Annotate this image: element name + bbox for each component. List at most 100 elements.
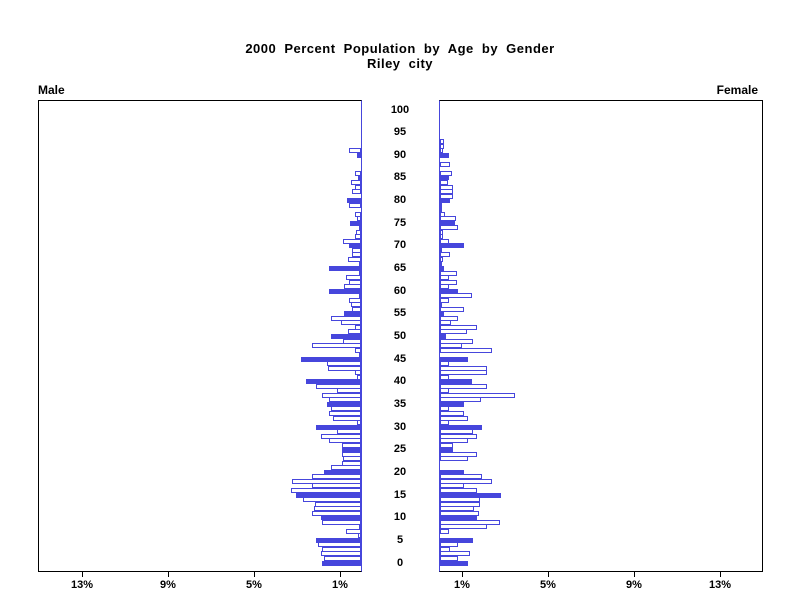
- bar-female-age-83: [440, 184, 453, 190]
- bar-male-age-32: [333, 415, 361, 421]
- bar-female-age-65: [440, 266, 444, 272]
- bar-female-age-45: [440, 356, 468, 362]
- bar-male-age-11: [312, 510, 361, 516]
- bar-male-age-65: [329, 266, 361, 272]
- bar-male-age-35: [327, 401, 361, 407]
- age-tick-label-85: 85: [393, 171, 407, 184]
- bar-female-age-80: [440, 198, 450, 204]
- bar-female-age-70: [440, 243, 464, 249]
- x-axis-tick: [634, 572, 635, 577]
- bar-male-age-77: [355, 211, 361, 217]
- bar-male-age-79: [349, 202, 361, 208]
- x-axis-tick-label-5%: 5%: [540, 579, 556, 591]
- bar-female-age-44: [440, 361, 449, 367]
- x-axis-tick-label-5%: 5%: [246, 579, 262, 591]
- bar-female-age-86: [440, 170, 452, 176]
- bar-female-age-8: [440, 524, 487, 530]
- bar-female-age-4: [440, 542, 458, 548]
- bar-male-age-24: [342, 451, 361, 457]
- age-tick-label-25: 25: [393, 443, 407, 456]
- bar-female-age-55: [440, 311, 444, 317]
- age-tick-label-95: 95: [393, 126, 407, 139]
- bar-female-age-10: [440, 515, 477, 521]
- bar-female-age-25: [440, 447, 453, 453]
- bar-male-age-19: [312, 474, 361, 480]
- female-panel-frame: [439, 100, 763, 572]
- bar-male-age-91: [349, 148, 361, 154]
- bar-female-age-63: [440, 275, 449, 281]
- bar-female-age-72: [440, 234, 443, 240]
- bar-female-age-62: [440, 279, 457, 285]
- bar-female-age-2: [440, 551, 470, 557]
- bar-female-age-19: [440, 474, 482, 480]
- age-tick-label-60: 60: [393, 284, 407, 297]
- bar-female-age-11: [440, 510, 479, 516]
- age-tick-label-80: 80: [393, 194, 407, 207]
- male-panel-label: Male: [38, 83, 65, 97]
- bar-male-age-70: [349, 243, 361, 249]
- bar-female-age-51: [440, 329, 467, 335]
- bar-male-age-53: [341, 320, 361, 326]
- age-tick-label-100: 100: [390, 103, 410, 116]
- bar-male-age-45: [301, 356, 361, 362]
- age-tick-label-40: 40: [393, 375, 407, 388]
- bar-male-age-68: [352, 252, 361, 258]
- bar-female-age-30: [440, 424, 482, 430]
- bar-male-age-60: [329, 288, 361, 294]
- bar-male-age-7: [346, 528, 361, 534]
- bar-female-age-35: [440, 401, 464, 407]
- bar-male-age-23: [343, 456, 361, 462]
- bar-male-age-10: [321, 515, 361, 521]
- bar-female-age-14: [440, 497, 480, 503]
- bar-male-age-58: [349, 297, 361, 303]
- chart-title-line2: Riley city: [366, 56, 434, 71]
- bar-male-age-46: [359, 352, 361, 358]
- bar-male-age-2: [321, 551, 361, 557]
- bar-male-age-67: [348, 256, 361, 262]
- bar-female-age-17: [440, 483, 464, 489]
- age-tick-label-50: 50: [393, 330, 407, 342]
- bar-female-age-73: [440, 229, 443, 235]
- bar-male-age-29: [337, 429, 361, 435]
- bar-female-age-12: [440, 506, 474, 512]
- bar-male-age-52: [355, 324, 361, 330]
- bar-female-age-58: [440, 297, 449, 303]
- age-tick-label-70: 70: [393, 239, 407, 252]
- bar-male-age-57: [351, 302, 361, 308]
- age-tick-label-0: 0: [396, 556, 404, 569]
- bar-male-age-75: [350, 220, 361, 226]
- bar-male-age-44: [327, 361, 361, 367]
- bar-female-age-76: [440, 216, 456, 222]
- bar-male-age-18: [292, 478, 361, 484]
- x-axis-tick: [254, 572, 255, 577]
- x-axis-tick-label-9%: 9%: [160, 579, 176, 591]
- age-tick-label-5: 5: [396, 533, 404, 546]
- bar-male-age-6: [358, 533, 361, 539]
- bar-male-age-86: [355, 170, 361, 176]
- bar-male-age-4: [318, 542, 361, 548]
- bar-female-age-7: [440, 528, 449, 534]
- bar-male-age-8: [359, 524, 361, 530]
- bar-male-age-0: [322, 560, 361, 566]
- bar-female-age-68: [440, 252, 450, 258]
- bar-male-age-25: [342, 447, 361, 453]
- bar-male-age-73: [356, 229, 361, 235]
- bar-male-age-14: [303, 497, 361, 503]
- bar-male-age-62: [349, 279, 361, 285]
- bar-female-age-88: [440, 161, 450, 167]
- bar-male-age-69: [352, 247, 361, 253]
- bar-male-age-31: [357, 420, 361, 426]
- bar-female-age-29: [440, 429, 473, 435]
- bar-female-age-40: [440, 379, 472, 385]
- bar-female-age-75: [440, 220, 455, 226]
- bar-male-age-48: [312, 343, 361, 349]
- x-axis-tick-label-13%: 13%: [708, 579, 732, 591]
- bar-female-age-91: [440, 148, 443, 154]
- bar-male-age-27: [329, 438, 361, 444]
- bar-female-age-78: [440, 207, 442, 213]
- bar-male-age-36: [329, 397, 361, 403]
- bar-female-age-43: [440, 365, 487, 371]
- x-axis-tick: [462, 572, 463, 577]
- bar-female-age-31: [440, 420, 449, 426]
